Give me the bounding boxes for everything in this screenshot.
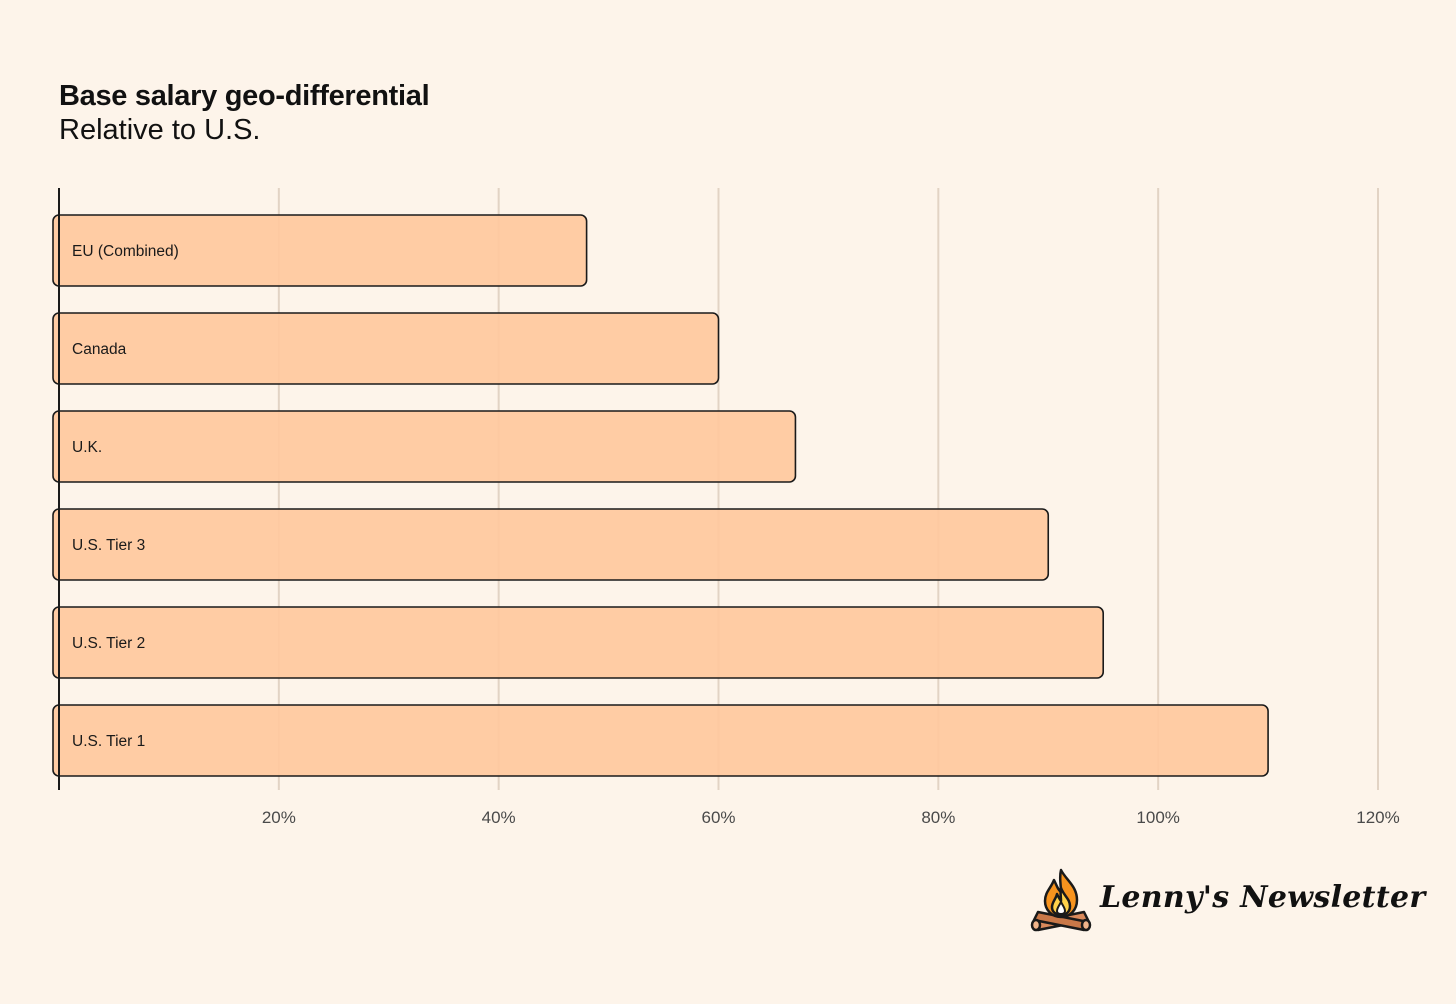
chart-title: Base salary geo-differential: [59, 80, 430, 112]
brand-logo: Lenny's Newsletter: [1030, 866, 1425, 938]
x-tick-label: 100%: [1136, 808, 1179, 827]
bar-labels: EU (Combined) Canada U.K. U.S. Tier 3 U.S. T…: [72, 243, 179, 750]
bar-label: EU (Combined): [72, 243, 179, 260]
bar: [52, 410, 797, 483]
x-tick-label: 40%: [482, 808, 516, 827]
bars: [52, 214, 1269, 777]
bar-label: U.K.: [72, 439, 102, 456]
bar-label: U.S. Tier 2: [72, 635, 145, 652]
logo-text: Lenny's Newsletter: [1100, 880, 1426, 915]
bar-label: U.S. Tier 1: [72, 733, 145, 750]
bar: [52, 312, 720, 385]
x-tick-labels: 20% 40% 60% 80% 100% 120%: [262, 808, 1400, 827]
bar: [52, 704, 1269, 777]
x-tick-label: 120%: [1356, 808, 1399, 827]
gridlines: [277, 188, 1379, 790]
bar-label: U.S. Tier 3: [72, 537, 145, 554]
chart-subtitle: Relative to U.S.: [59, 114, 261, 146]
x-tick-label: 80%: [921, 808, 955, 827]
bar: [52, 508, 1050, 581]
x-tick-label: 60%: [701, 808, 735, 827]
bar: [52, 606, 1105, 679]
bar-label: Canada: [72, 341, 127, 358]
bar: [52, 214, 588, 287]
campfire-icon: [1030, 868, 1092, 932]
x-tick-label: 20%: [262, 808, 296, 827]
